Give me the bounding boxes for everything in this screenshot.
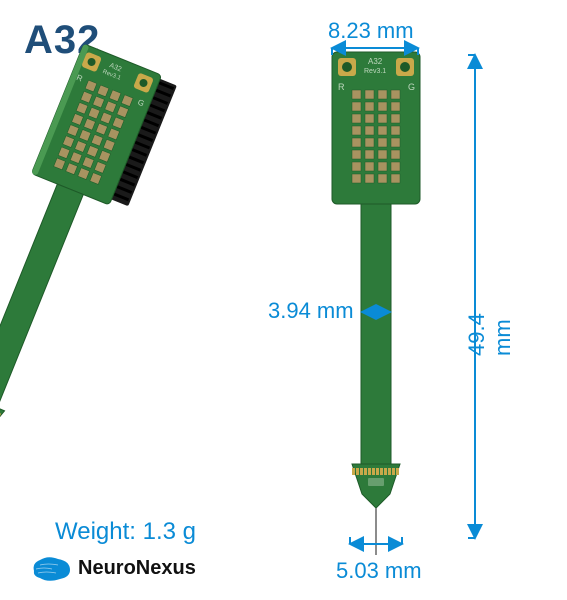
silk-label-r: R [338,82,345,92]
contact-pad [365,150,374,159]
contact-pad [378,138,387,147]
contact-pad [365,162,374,171]
contact-pad [365,174,374,183]
base-pad [372,468,375,475]
contact-pad [352,162,361,171]
contact-pad [378,162,387,171]
dim-label-base-width: 5.03 mm [336,558,422,584]
contact-pad [378,150,387,159]
brand-text: NeuroNexus [78,557,196,580]
base-pad [384,468,387,475]
contact-pad [365,90,374,99]
contact-pad [352,114,361,123]
dim-label-top-width: 8.23 mm [328,18,414,44]
dim-label-height: 49.4 mm [464,279,516,356]
brand-icon [30,555,72,581]
contact-pad [365,114,374,123]
contact-pad [391,114,400,123]
contact-pad [378,102,387,111]
base-pad [368,468,371,475]
contact-pad [391,174,400,183]
probe-angled-view: A32 Rev3.1 R G [0,36,241,535]
base-pad [360,468,363,475]
contact-pad [352,102,361,111]
probe-angled-svg: A32 Rev3.1 R G [0,36,241,530]
contact-pad [365,138,374,147]
silk-label-main: A32 [368,57,383,66]
base-silk-block [368,478,384,486]
mount-hole-left [342,62,352,72]
contact-pad [352,126,361,135]
contact-pad [391,102,400,111]
base-pad [356,468,359,475]
contact-pad [378,174,387,183]
contact-pad [391,138,400,147]
contact-pad [391,162,400,171]
pcb-shaft [0,184,83,408]
contact-pad [365,126,374,135]
base-pad [376,468,379,475]
contact-pad [365,102,374,111]
contact-pad [391,126,400,135]
contact-pad [391,90,400,99]
contact-pad [378,114,387,123]
weight-label: Weight: 1.3 g [55,518,196,546]
pcb-base [0,394,5,446]
contact-pad [352,90,361,99]
base-pad [388,468,391,475]
contact-pad [352,150,361,159]
brand-logo: NeuroNexus [30,555,196,581]
base-pad [364,468,367,475]
dim-label-shaft-width: 3.94 mm [268,298,354,324]
contact-pad [352,174,361,183]
pcb-shaft [361,204,391,464]
base-pad [380,468,383,475]
mount-hole-right [400,62,410,72]
silk-label-rev: Rev3.1 [364,68,386,75]
contact-pad [352,138,361,147]
silk-label-g: G [408,82,415,92]
contact-pad [391,150,400,159]
contact-pad [378,126,387,135]
base-pad [352,468,355,475]
contact-pad [378,90,387,99]
base-pad [392,468,395,475]
base-pad [396,468,399,475]
